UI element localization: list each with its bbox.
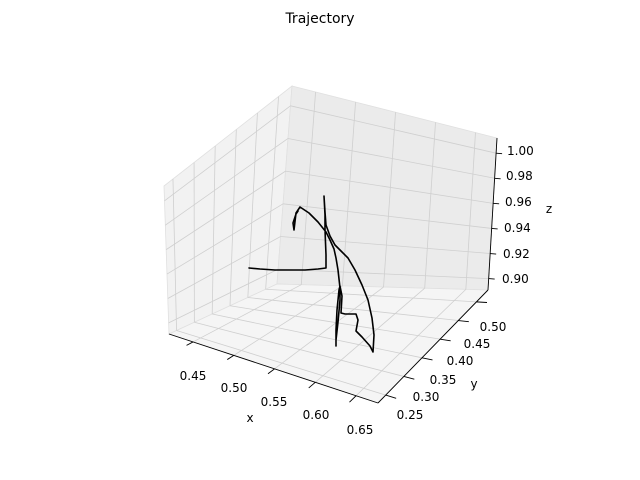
z-tick-mark bbox=[494, 177, 501, 180]
x-tick-label: 0.65 bbox=[347, 423, 374, 437]
y-tick-label: 0.30 bbox=[413, 390, 440, 404]
grid-line bbox=[212, 313, 423, 359]
y-tick-mark bbox=[458, 320, 469, 323]
chart-title: Trajectory bbox=[284, 11, 354, 27]
grid-line bbox=[192, 284, 302, 343]
x-tick-label: 0.60 bbox=[303, 408, 330, 422]
y-tick-label: 0.35 bbox=[430, 373, 457, 387]
grid-line bbox=[229, 129, 237, 306]
grid-line bbox=[465, 132, 476, 290]
grid-line bbox=[290, 105, 497, 154]
x-tick-mark bbox=[186, 341, 194, 346]
z-tick-label: 0.90 bbox=[502, 272, 529, 286]
grid-line bbox=[283, 203, 492, 229]
z-tick-label: 0.98 bbox=[506, 169, 533, 183]
x-tick-label: 0.50 bbox=[221, 381, 248, 395]
grid-line bbox=[165, 138, 289, 226]
grid-line bbox=[166, 203, 284, 275]
grid-line bbox=[247, 297, 459, 321]
y-tick-mark bbox=[385, 394, 397, 399]
x-tick-mark bbox=[267, 368, 275, 375]
z-tick-mark bbox=[488, 278, 495, 280]
trajectory-line bbox=[248, 195, 375, 353]
z-tick-label: 0.92 bbox=[503, 247, 530, 261]
grid-line bbox=[176, 330, 386, 396]
grid-line bbox=[278, 268, 489, 279]
z-tick-mark bbox=[491, 227, 498, 230]
grid-line bbox=[383, 112, 396, 288]
grid-line bbox=[194, 321, 404, 377]
grid-line bbox=[172, 178, 177, 331]
z-tick-mark bbox=[490, 253, 497, 255]
grid-line bbox=[229, 305, 441, 340]
grid-line bbox=[285, 170, 494, 204]
grid-line bbox=[274, 286, 384, 370]
x-axis-line bbox=[168, 333, 379, 404]
z-tick-label: 0.94 bbox=[504, 221, 531, 235]
x-tick-label: 0.45 bbox=[180, 369, 207, 383]
grid-line bbox=[233, 285, 343, 356]
z-axis-line bbox=[487, 137, 498, 291]
grid-line bbox=[265, 96, 279, 290]
grid-line bbox=[424, 122, 436, 289]
y-tick-label: 0.40 bbox=[447, 354, 474, 368]
x-axis-label: x bbox=[246, 411, 253, 425]
x-tick-mark bbox=[349, 395, 357, 403]
grid-line bbox=[168, 268, 279, 324]
grid-line bbox=[165, 170, 286, 250]
grid-line bbox=[300, 91, 316, 285]
tick-labels: 0.45 0.50 0.55 0.60 0.65 0.25 0.30 0.35 … bbox=[180, 144, 534, 437]
x-tick-label: 0.55 bbox=[261, 395, 288, 409]
right-pane bbox=[276, 85, 498, 291]
y-tick-mark bbox=[421, 357, 433, 361]
grid-line bbox=[265, 288, 477, 303]
x-tick-mark bbox=[227, 355, 235, 360]
grid-line bbox=[280, 236, 491, 254]
grid-line bbox=[247, 112, 258, 298]
grid-line bbox=[211, 145, 216, 315]
grid-line bbox=[315, 287, 425, 383]
x-tick-mark bbox=[308, 381, 316, 389]
y-axis-line bbox=[377, 289, 489, 404]
z-tick-mark bbox=[493, 202, 500, 205]
y-tick-label: 0.50 bbox=[480, 320, 507, 334]
grid-line bbox=[167, 236, 281, 299]
grid-line bbox=[164, 105, 291, 202]
z-axis-label: z bbox=[546, 202, 552, 216]
grid-line bbox=[355, 289, 467, 397]
y-tick-label: 0.45 bbox=[464, 337, 491, 351]
z-tick-label: 0.96 bbox=[505, 195, 532, 209]
z-tick-label: 1.00 bbox=[507, 144, 534, 158]
tick-marks bbox=[186, 152, 503, 403]
y-tick-mark bbox=[476, 301, 488, 303]
y-axis-label: y bbox=[470, 377, 477, 391]
axis-lines bbox=[168, 137, 498, 404]
y-tick-mark bbox=[440, 338, 451, 342]
y-tick-mark bbox=[403, 376, 415, 380]
z-tick-mark bbox=[496, 152, 503, 155]
grid-line bbox=[287, 138, 495, 179]
y-tick-label: 0.25 bbox=[397, 408, 424, 422]
trajectory-series bbox=[248, 195, 375, 353]
grid-lines bbox=[164, 91, 497, 397]
